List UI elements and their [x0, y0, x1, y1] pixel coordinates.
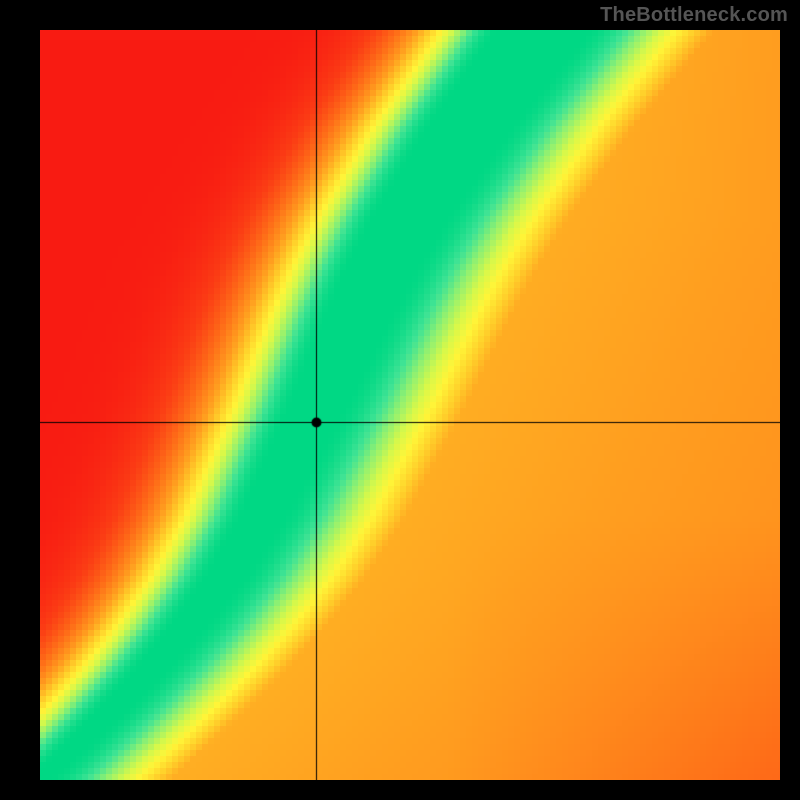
bottleneck-heatmap — [40, 30, 780, 780]
chart-container: TheBottleneck.com — [0, 0, 800, 800]
watermark-text: TheBottleneck.com — [600, 4, 788, 27]
